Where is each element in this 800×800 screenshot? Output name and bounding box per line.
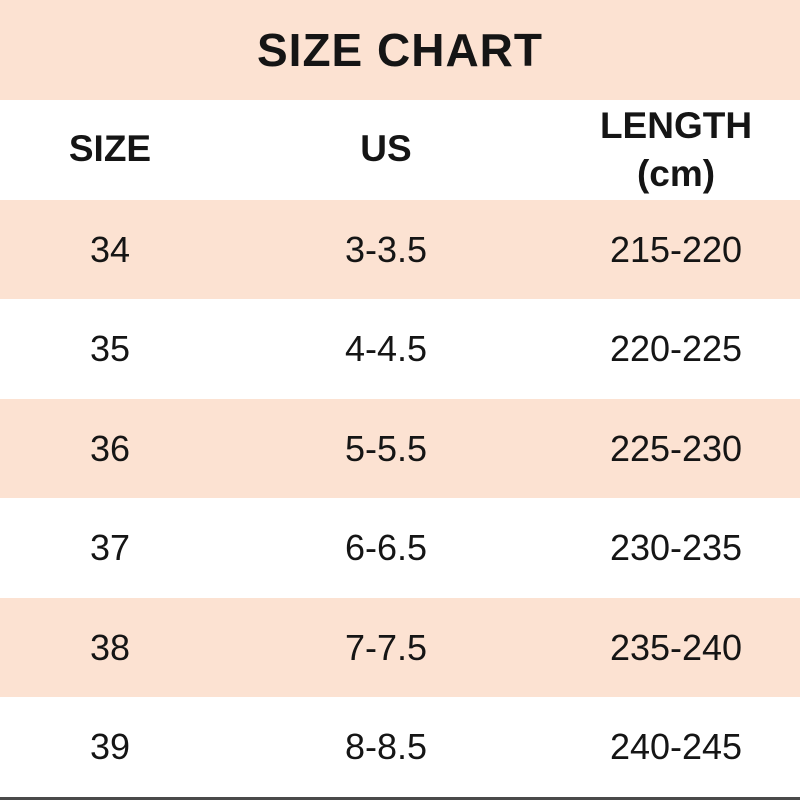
cell-us: 5-5.5 [344, 427, 428, 469]
cell-length: 230-235 [609, 527, 743, 569]
page-title: SIZE CHART [257, 24, 543, 76]
cell-size: 37 [89, 527, 131, 569]
table-row-36: 36 5-5.5 225-230 [0, 398, 800, 499]
cell-length: 225-230 [609, 427, 743, 469]
table-row-38: 38 7-7.5 235-240 [0, 597, 800, 698]
column-header-us: US [360, 128, 412, 170]
cell-us: 8-8.5 [344, 726, 428, 768]
table-row-39: 39 8-8.5 240-245 [0, 697, 800, 798]
column-header-size: SIZE [68, 128, 152, 170]
column-header-length-unit: (cm) [636, 152, 716, 194]
cell-length: 235-240 [609, 626, 743, 668]
table-row-37: 37 6-6.5 230-235 [0, 498, 800, 598]
column-header-length: LENGTH (cm) [552, 102, 800, 198]
table-row-35: 35 4-4.5 220-225 [0, 299, 800, 399]
cell-us: 6-6.5 [344, 527, 428, 569]
column-header-length-label: LENGTH [599, 104, 753, 146]
cell-length: 220-225 [609, 328, 743, 370]
cell-size: 35 [89, 328, 131, 370]
table-header-row: SIZE US LENGTH (cm) [0, 100, 800, 200]
cell-us: 4-4.5 [344, 328, 428, 370]
cell-length: 240-245 [609, 726, 743, 768]
cell-size: 36 [89, 427, 131, 469]
cell-size: 38 [89, 626, 131, 668]
bottom-border-line [0, 797, 800, 800]
title-band: SIZE CHART [0, 0, 800, 100]
table-row-34: 34 3-3.5 215-220 [0, 199, 800, 300]
cell-size: 39 [89, 726, 131, 768]
cell-us: 7-7.5 [344, 626, 428, 668]
cell-size: 34 [89, 228, 131, 270]
cell-length: 215-220 [609, 228, 743, 270]
size-table: SIZE US LENGTH (cm) 34 3-3.5 215-220 35 … [0, 100, 800, 798]
cell-us: 3-3.5 [344, 228, 428, 270]
